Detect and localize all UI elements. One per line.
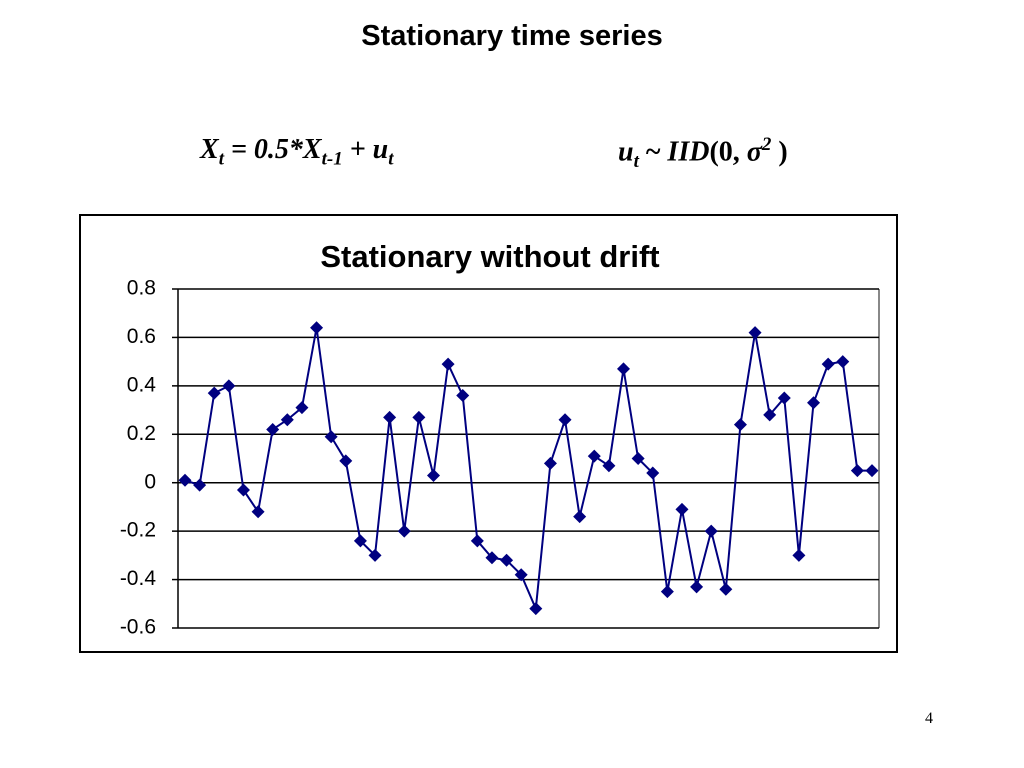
chart-frame xyxy=(79,214,898,653)
eq-text: (0, xyxy=(709,136,747,168)
marker xyxy=(821,357,835,371)
marker xyxy=(865,464,879,478)
y-tick-label: 0.6 xyxy=(127,325,156,348)
marker xyxy=(324,430,338,444)
marker xyxy=(310,321,324,335)
marker xyxy=(587,449,601,463)
marker xyxy=(602,459,616,473)
marker xyxy=(441,357,455,371)
marker xyxy=(573,510,587,524)
marker xyxy=(397,524,411,538)
marker xyxy=(807,396,821,410)
marker xyxy=(500,553,514,567)
marker xyxy=(836,355,850,369)
marker xyxy=(690,580,704,594)
equation: ut ~ IID(0, σ2 ) xyxy=(618,134,788,173)
y-tick-label: 0 xyxy=(144,470,156,493)
marker xyxy=(178,473,192,487)
marker xyxy=(470,534,484,548)
marker xyxy=(748,326,762,340)
eq-sup: 2 xyxy=(761,134,772,155)
marker xyxy=(266,422,280,436)
eq-text: + u xyxy=(342,134,389,165)
marker xyxy=(646,466,660,480)
eq-text: IID xyxy=(667,136,710,168)
marker xyxy=(733,418,747,432)
marker xyxy=(207,386,221,400)
eq-sub: t xyxy=(633,150,639,172)
eq-text: ) xyxy=(771,136,788,168)
marker xyxy=(485,551,499,565)
marker xyxy=(660,585,674,599)
marker xyxy=(617,362,631,376)
marker xyxy=(222,379,236,393)
eq-text: σ xyxy=(746,136,762,168)
marker xyxy=(426,468,440,482)
marker xyxy=(558,413,572,427)
marker xyxy=(193,478,207,492)
marker xyxy=(704,524,718,538)
marker xyxy=(675,502,689,516)
y-tick-label: 0.4 xyxy=(127,373,157,396)
marker xyxy=(368,548,382,562)
y-tick-label: 0.8 xyxy=(127,277,156,300)
y-tick-label: -0.6 xyxy=(120,616,156,639)
eq-text: = 0.5*X xyxy=(223,134,322,165)
chart-title: Stationary without drift xyxy=(320,239,659,274)
marker xyxy=(236,483,250,497)
marker xyxy=(412,410,426,424)
eq-sub: t-1 xyxy=(321,148,343,170)
marker xyxy=(339,454,353,468)
marker xyxy=(763,408,777,422)
eq-text: X xyxy=(200,134,219,165)
marker xyxy=(456,389,470,403)
marker xyxy=(280,413,294,427)
marker xyxy=(631,452,645,465)
marker xyxy=(850,464,864,478)
equation: Xt = 0.5*Xt-1 + ut xyxy=(200,134,394,171)
eq-sub: t xyxy=(388,148,394,170)
eq-sub: t xyxy=(218,148,224,170)
y-tick-label: 0.2 xyxy=(127,422,156,445)
marker xyxy=(251,505,265,519)
marker xyxy=(383,410,397,424)
y-tick-label: -0.4 xyxy=(120,567,157,590)
marker xyxy=(353,534,367,548)
marker xyxy=(792,548,806,562)
y-tick-label: -0.2 xyxy=(120,519,156,542)
eq-text: u xyxy=(618,136,634,168)
marker xyxy=(543,456,557,470)
marker xyxy=(514,568,528,582)
slide-title: Stationary time series xyxy=(361,20,663,52)
marker xyxy=(777,391,791,405)
marker xyxy=(295,401,309,415)
marker xyxy=(529,602,543,616)
eq-text: ~ xyxy=(638,136,668,168)
page-number: 4 xyxy=(925,710,933,727)
marker xyxy=(719,582,733,596)
